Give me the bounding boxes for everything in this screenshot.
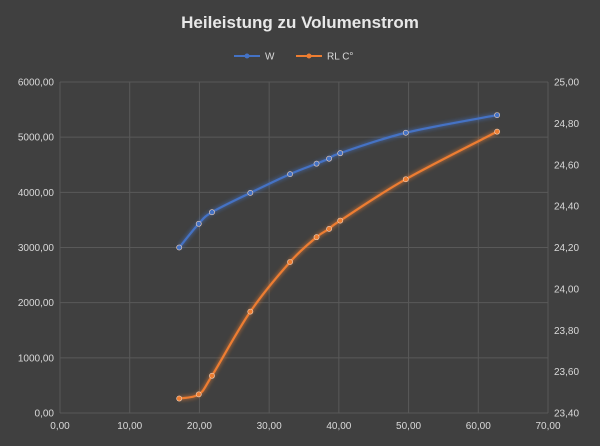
y-tick-label: 2000,00 <box>18 298 55 309</box>
data-point-w <box>209 209 215 216</box>
x-tick-label: 20,00 <box>187 421 212 432</box>
y-tick-label: 0,00 <box>35 409 55 420</box>
y2-tick-label: 24,80 <box>554 119 579 130</box>
y-tick-label: 1000,00 <box>18 353 55 364</box>
y-axis-right: 23,40 23,60 23,80 24,00 24,20 24,40 24,60 24,80… <box>554 78 579 420</box>
data-point-rl <box>313 234 320 241</box>
x-tick-label: 60,00 <box>466 421 491 432</box>
y-axis-left: 0,00 1000,00 2000,00 3000,00 4000,00 5000,00 6… <box>18 78 55 420</box>
data-point-w <box>287 171 293 178</box>
y2-tick-label: 24,40 <box>554 202 579 213</box>
data-point-rl <box>195 391 202 398</box>
legend-label: W <box>265 52 275 63</box>
x-tick-label: 40,00 <box>326 421 351 432</box>
x-tick-label: 70,00 <box>535 421 560 432</box>
data-point-rl <box>209 372 215 379</box>
legend-label: RL C° <box>327 52 353 63</box>
x-tick-label: 50,00 <box>396 421 421 432</box>
y2-tick-label: 24,00 <box>554 284 579 295</box>
x-tick-label: 10,00 <box>117 421 142 432</box>
y2-tick-label: 23,80 <box>554 326 579 337</box>
y-tick-label: 3000,00 <box>18 243 55 254</box>
data-point-w <box>195 220 202 227</box>
series-line-w <box>178 114 498 249</box>
legend-swatch-marker <box>244 53 250 59</box>
legend-item-rl: RL C° <box>296 52 353 63</box>
data-point-rl <box>402 176 409 183</box>
data-point-rl <box>176 395 183 402</box>
data-point-w <box>494 112 501 118</box>
x-tick-label: 0,00 <box>50 421 70 432</box>
data-point-w <box>326 155 332 162</box>
data-point-rl <box>287 259 293 265</box>
y2-tick-label: 25,00 <box>554 78 579 89</box>
data-point-rl <box>494 128 501 135</box>
x-axis: 0,00 10,00 20,00 30,00 40,00 50,00 60,00 70,00 <box>50 421 561 432</box>
y2-tick-label: 24,60 <box>554 160 579 171</box>
data-point-w <box>176 244 183 251</box>
y-tick-label: 6000,00 <box>18 78 55 89</box>
data-point-w <box>313 160 320 167</box>
legend: W RL C° <box>234 52 353 63</box>
series-line-rl <box>178 130 498 400</box>
data-point-rl <box>326 225 332 232</box>
y2-tick-label: 24,20 <box>554 243 579 254</box>
legend-item-w: W <box>234 52 275 63</box>
series-w <box>176 112 501 251</box>
y-tick-label: 5000,00 <box>18 133 55 144</box>
data-point-w <box>337 150 344 157</box>
series-group <box>176 112 501 402</box>
series-rl <box>176 128 501 402</box>
data-point-w <box>402 129 409 136</box>
y-tick-label: 4000,00 <box>18 188 55 199</box>
legend-swatch-marker <box>306 53 312 59</box>
chart-title: Heileistung zu Volumenstrom <box>181 13 419 32</box>
x-tick-label: 30,00 <box>257 421 282 432</box>
y2-tick-label: 23,60 <box>554 367 579 378</box>
y2-tick-label: 23,40 <box>554 409 579 420</box>
data-point-w <box>247 189 254 196</box>
data-point-rl <box>247 308 254 315</box>
data-point-rl <box>337 217 344 224</box>
